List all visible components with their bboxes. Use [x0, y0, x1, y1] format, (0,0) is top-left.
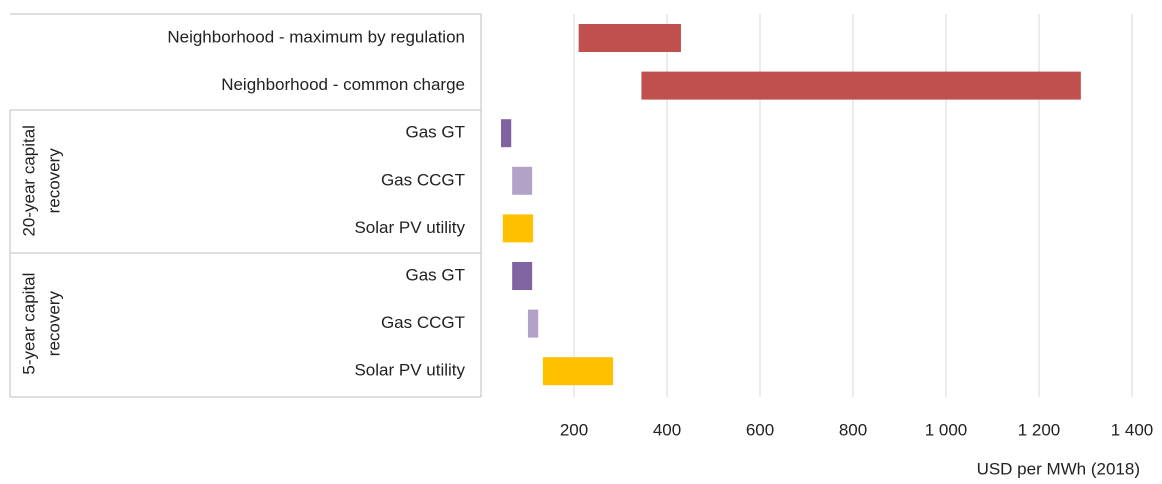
x-tick-label: 1 400	[1111, 420, 1154, 439]
bar	[527, 309, 539, 338]
x-tick-label: 200	[560, 420, 588, 439]
category-label: Gas GT	[405, 123, 465, 142]
category-label: Gas GT	[405, 265, 465, 284]
x-tick-label: 400	[653, 420, 681, 439]
category-label: Solar PV utility	[354, 218, 465, 237]
group-label: 20-year capital	[19, 125, 38, 237]
bar	[542, 357, 614, 386]
bar	[578, 24, 681, 52]
bar	[502, 214, 534, 243]
x-tick-label: 1 000	[925, 420, 968, 439]
bar	[512, 262, 533, 290]
category-label: Gas CCGT	[381, 170, 465, 189]
bar	[641, 71, 1081, 100]
x-axis-title: USD per MWh (2018)	[977, 459, 1140, 478]
bar	[500, 119, 512, 148]
x-tick-label: 1 200	[1018, 420, 1061, 439]
group-label: 5-year capital	[19, 273, 38, 375]
category-label: Gas CCGT	[381, 313, 465, 332]
group-label: recovery	[44, 291, 63, 357]
bar	[512, 166, 533, 195]
group-label: recovery	[44, 148, 63, 214]
category-label: Neighborhood - maximum by regulation	[167, 27, 465, 46]
category-label: Neighborhood - common charge	[221, 75, 465, 94]
category-label: Solar PV utility	[354, 361, 465, 380]
x-tick-label: 800	[839, 420, 867, 439]
x-tick-label: 600	[746, 420, 774, 439]
